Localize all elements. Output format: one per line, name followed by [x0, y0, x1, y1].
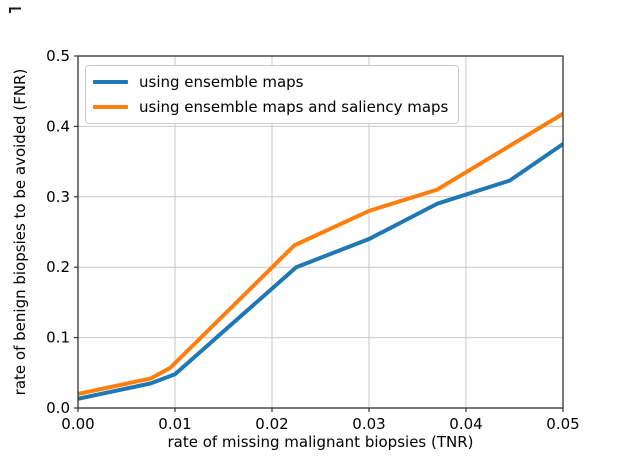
plot-border	[77, 55, 564, 409]
series-line-1	[78, 111, 563, 396]
x-tick-label: 0.03	[352, 415, 385, 433]
legend-item-ensemble-saliency: using ensemble maps and saliency maps	[93, 96, 448, 118]
y-tick-label: 0.4	[46, 117, 70, 135]
legend-line-swatch-blue	[93, 80, 128, 84]
series-group	[78, 111, 563, 401]
y-tick-label: 0.0	[46, 399, 70, 417]
x-tick-label: 0.04	[449, 415, 482, 433]
x-axis-label: rate of missing malignant biopsies (TNR)	[167, 433, 474, 451]
legend-label-ensemble-saliency: using ensemble maps and saliency maps	[139, 97, 449, 116]
x-tick-label: 0.01	[158, 415, 191, 433]
legend: using ensemble maps using ensemble maps …	[85, 65, 460, 124]
y-tick-label: 0.2	[46, 258, 70, 276]
y-axis-label: rate of benign biopsies to be avoided (F…	[11, 68, 29, 396]
y-tick-label: 0.5	[46, 47, 70, 65]
series-line-0	[78, 142, 563, 401]
legend-line-swatch-orange	[93, 105, 128, 109]
y-tick-label: 0.3	[46, 188, 70, 206]
legend-item-ensemble: using ensemble maps	[93, 71, 448, 93]
screenshot-artifact-mark	[9, 7, 21, 13]
x-tick-label: 0.00	[61, 415, 94, 433]
y-tick-label: 0.1	[46, 329, 70, 347]
x-tick-label: 0.02	[255, 415, 288, 433]
x-tick-label: 0.05	[546, 415, 579, 433]
legend-label-ensemble: using ensemble maps	[139, 72, 304, 91]
